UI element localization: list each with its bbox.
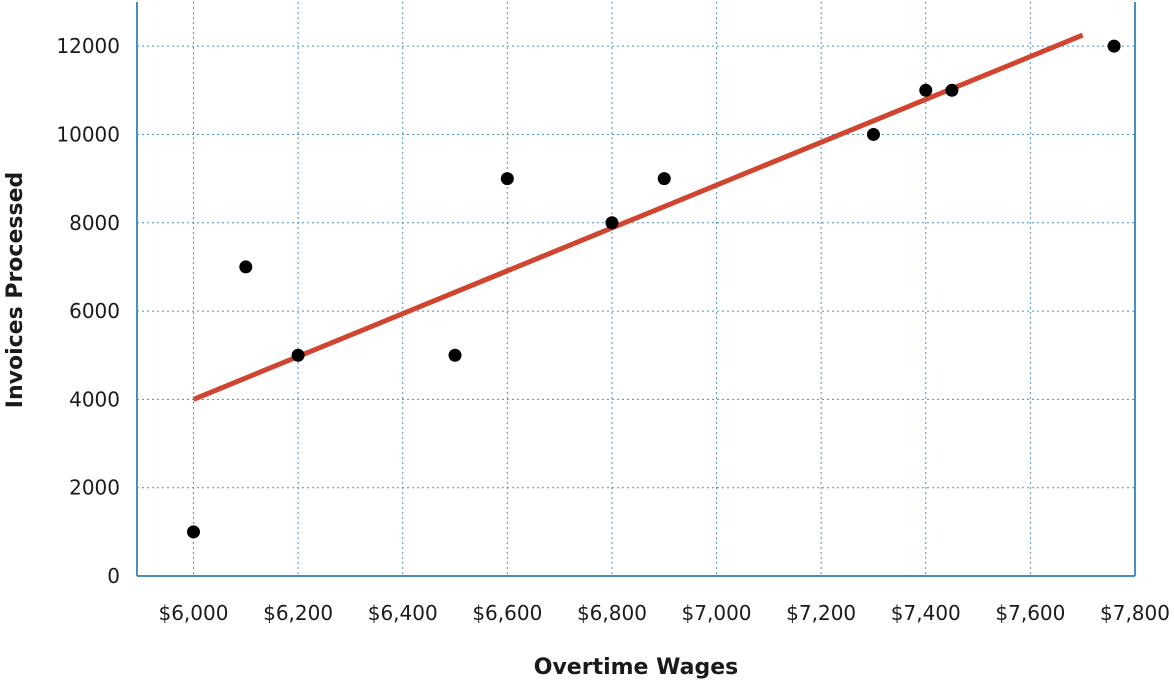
data-point: [500, 172, 514, 186]
x-tick-label: $6,800: [577, 601, 647, 625]
axes: [136, 2, 1136, 577]
x-tick-label: $7,000: [682, 601, 752, 625]
data-point: [291, 348, 305, 362]
y-tick-label: 6000: [69, 299, 120, 323]
x-tick-label: $6,600: [472, 601, 542, 625]
y-tick-label: 0: [107, 564, 120, 588]
x-tick-labels: $6,000 $6,200 $6,400 $6,600 $6,800 $7,000 $7,2…: [158, 601, 1169, 625]
trend-line-layer: [192, 32, 1084, 402]
grid: [137, 2, 1135, 576]
x-tick-label: $6,000: [158, 601, 228, 625]
x-tick-label: $7,400: [891, 601, 961, 625]
x-axis-title: Overtime Wages: [534, 655, 738, 680]
y-axis-title: Invoices Processed: [3, 172, 28, 408]
data-point: [945, 83, 959, 97]
data-point: [605, 216, 619, 230]
x-tick-label: $6,400: [368, 601, 438, 625]
data-point: [186, 525, 200, 539]
data-point: [866, 127, 880, 141]
y-tick-label: 8000: [69, 211, 120, 235]
data-points: [186, 39, 1121, 539]
data-point: [919, 83, 933, 97]
trend-line: [192, 32, 1084, 402]
y-tick-label: 12000: [56, 34, 120, 58]
data-point: [239, 260, 253, 274]
y-tick-label: 2000: [69, 476, 120, 500]
x-tick-label: $7,200: [786, 601, 856, 625]
y-tick-label: 10000: [56, 122, 120, 146]
data-point: [448, 348, 462, 362]
y-tick-label: 4000: [69, 387, 120, 411]
data-point: [1107, 39, 1121, 53]
x-tick-label: $7,800: [1100, 601, 1170, 625]
x-tick-label: $7,600: [995, 601, 1065, 625]
y-tick-labels: 0 2000 4000 6000 8000 10000 12000: [56, 34, 120, 588]
data-point: [657, 172, 671, 186]
x-tick-label: $6,200: [263, 601, 333, 625]
